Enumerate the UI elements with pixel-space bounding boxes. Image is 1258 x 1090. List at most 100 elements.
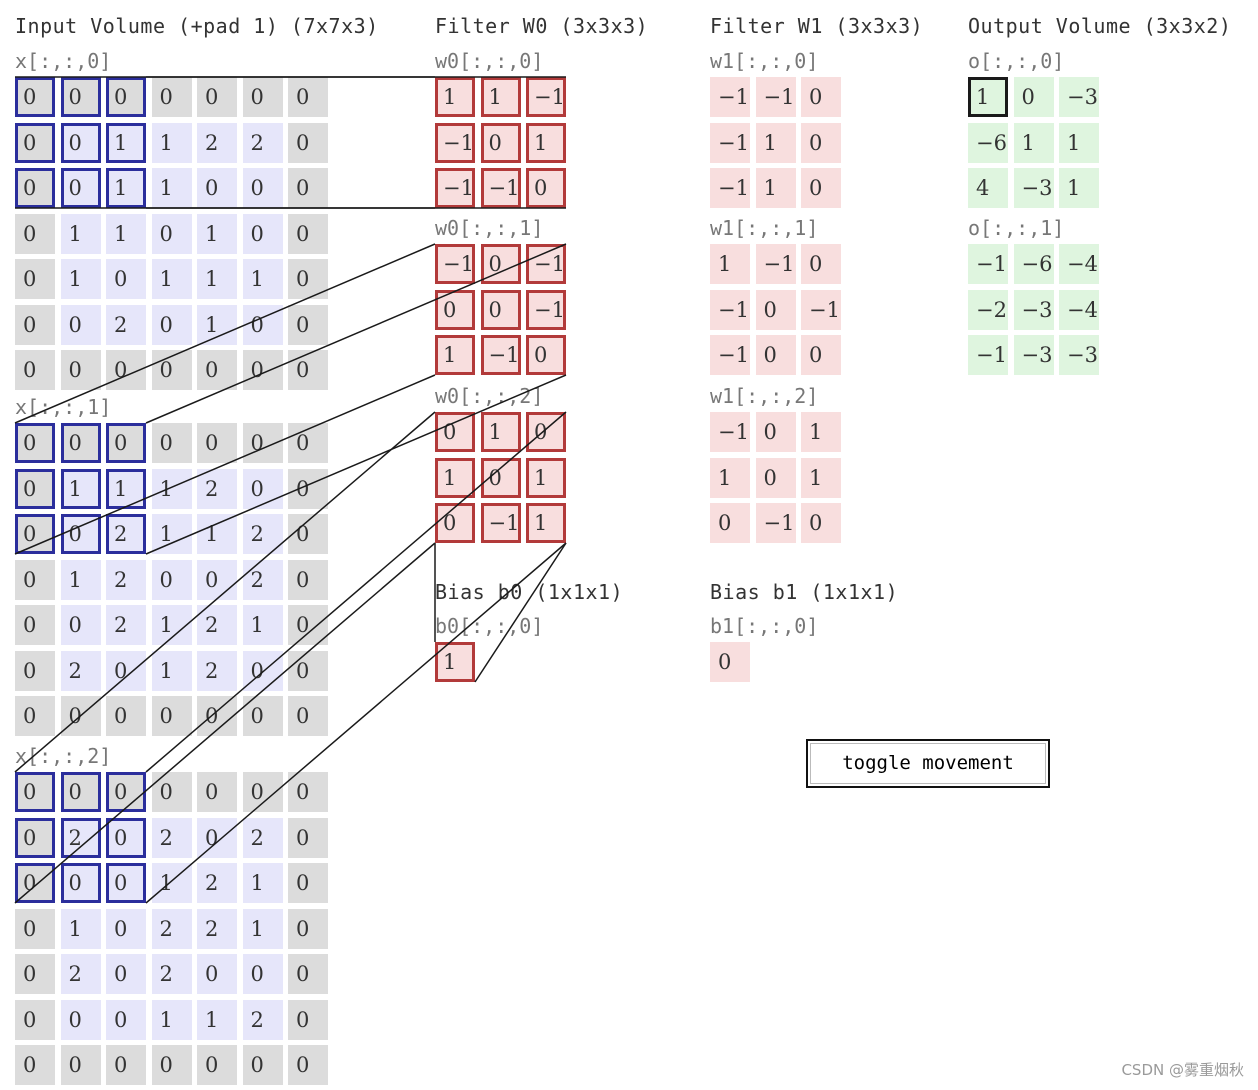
output-cell: −1 [968, 244, 1008, 284]
output-cell: 1 [1059, 122, 1099, 163]
w1-cell: 1 [755, 168, 796, 208]
input-cell: 0 [151, 213, 192, 254]
input-cell: 2 [197, 650, 237, 691]
input-cell: 0 [15, 772, 55, 812]
w0-cell: 1 [526, 503, 566, 543]
input-cell: 0 [288, 817, 328, 858]
input-cell: 1 [151, 168, 192, 208]
input-cell: 0 [151, 423, 192, 463]
input-cell: 0 [242, 696, 283, 736]
input-cell: 0 [15, 468, 55, 509]
input-cell: 0 [106, 999, 146, 1040]
output-cell: −6 [1013, 244, 1054, 284]
input-cell: 0 [106, 77, 146, 117]
input-cell: 0 [15, 559, 55, 600]
input-cell: 0 [151, 304, 192, 345]
input-cell: 0 [197, 696, 237, 736]
input-cell: 0 [60, 168, 101, 208]
output-cell: −3 [1013, 168, 1054, 208]
input-slice-label: x[:,:,1] [15, 395, 112, 419]
bias-b0-title: Bias b0 (1x1x1) [435, 580, 624, 604]
input-cell: 0 [60, 696, 101, 736]
input-cell: 1 [242, 259, 283, 299]
w0-cell: −1 [435, 122, 475, 163]
w0-cell: 1 [435, 335, 475, 375]
input-cell: 1 [197, 304, 237, 345]
input-cell: 1 [197, 259, 237, 299]
w1-cell: −1 [755, 503, 796, 543]
w0-cell: 0 [480, 289, 521, 330]
input-cell: 0 [106, 259, 146, 299]
input-cell: 0 [15, 605, 55, 645]
input-cell: 0 [60, 350, 101, 390]
w0-cell: −1 [480, 335, 521, 375]
w1-cell: 1 [710, 244, 750, 284]
input-cell: 0 [60, 304, 101, 345]
input-cell: 0 [197, 1045, 237, 1085]
w1-cell: 0 [755, 412, 796, 452]
w1-cell: 0 [710, 503, 750, 543]
output-cell: 1 [1013, 122, 1054, 163]
w1-cell: 1 [755, 122, 796, 163]
output-cell: 4 [968, 168, 1008, 208]
input-cell: 0 [60, 514, 101, 554]
input-cell: 1 [197, 213, 237, 254]
input-cell: 1 [242, 908, 283, 949]
w1-cell: 0 [755, 335, 796, 375]
w1-cell: −1 [755, 244, 796, 284]
input-cell: 0 [288, 168, 328, 208]
w1-cell: 1 [801, 412, 841, 452]
input-cell: 1 [242, 863, 283, 903]
input-cell: 0 [60, 1045, 101, 1085]
filter-w0-title: Filter W0 (3x3x3) [435, 14, 649, 38]
input-cell: 1 [151, 468, 192, 509]
toggle-movement-button[interactable]: toggle movement [806, 739, 1050, 788]
output-cell: 1 [968, 77, 1008, 117]
bias-b1-title: Bias b1 (1x1x1) [710, 580, 899, 604]
input-cell: 2 [242, 817, 283, 858]
w0-cell: −1 [526, 77, 566, 117]
w0-cell: 0 [480, 457, 521, 498]
input-cell: 0 [288, 350, 328, 390]
input-cell: 0 [15, 304, 55, 345]
input-cell: 1 [151, 514, 192, 554]
input-cell: 0 [242, 423, 283, 463]
input-cell: 0 [60, 423, 101, 463]
input-cell: 0 [288, 954, 328, 994]
output-cell: 0 [1013, 77, 1054, 117]
input-cell: 1 [106, 168, 146, 208]
input-cell: 1 [151, 122, 192, 163]
input-cell: 0 [106, 954, 146, 994]
w1-cell: −1 [710, 122, 750, 163]
input-cell: 1 [60, 908, 101, 949]
output-cell: −3 [1013, 335, 1054, 375]
input-cell: 0 [60, 999, 101, 1040]
output-cell: −2 [968, 289, 1008, 330]
b0-label: b0[:,:,0] [435, 614, 544, 638]
w1-cell: 0 [801, 335, 841, 375]
input-cell: 2 [60, 650, 101, 691]
input-cell: 0 [15, 350, 55, 390]
w1-cell: −1 [755, 77, 796, 117]
input-cell: 0 [288, 999, 328, 1040]
w0-cell: −1 [480, 168, 521, 208]
input-cell: 0 [60, 77, 101, 117]
output-slice-label: o[:,:,1] [968, 216, 1065, 240]
input-cell: 0 [15, 213, 55, 254]
input-cell: 2 [197, 908, 237, 949]
input-cell: 0 [288, 696, 328, 736]
w0-cell: 0 [526, 412, 566, 452]
input-cell: 1 [60, 259, 101, 299]
input-cell: 1 [197, 999, 237, 1040]
input-cell: 0 [242, 350, 283, 390]
input-cell: 0 [106, 423, 146, 463]
input-cell: 1 [151, 605, 192, 645]
input-cell: 0 [288, 605, 328, 645]
input-cell: 0 [151, 559, 192, 600]
w0-cell: 0 [480, 244, 521, 284]
input-cell: 0 [106, 863, 146, 903]
output-cell: −3 [1059, 335, 1099, 375]
input-cell: 0 [288, 514, 328, 554]
input-cell: 2 [242, 559, 283, 600]
w0-cell: 1 [480, 77, 521, 117]
